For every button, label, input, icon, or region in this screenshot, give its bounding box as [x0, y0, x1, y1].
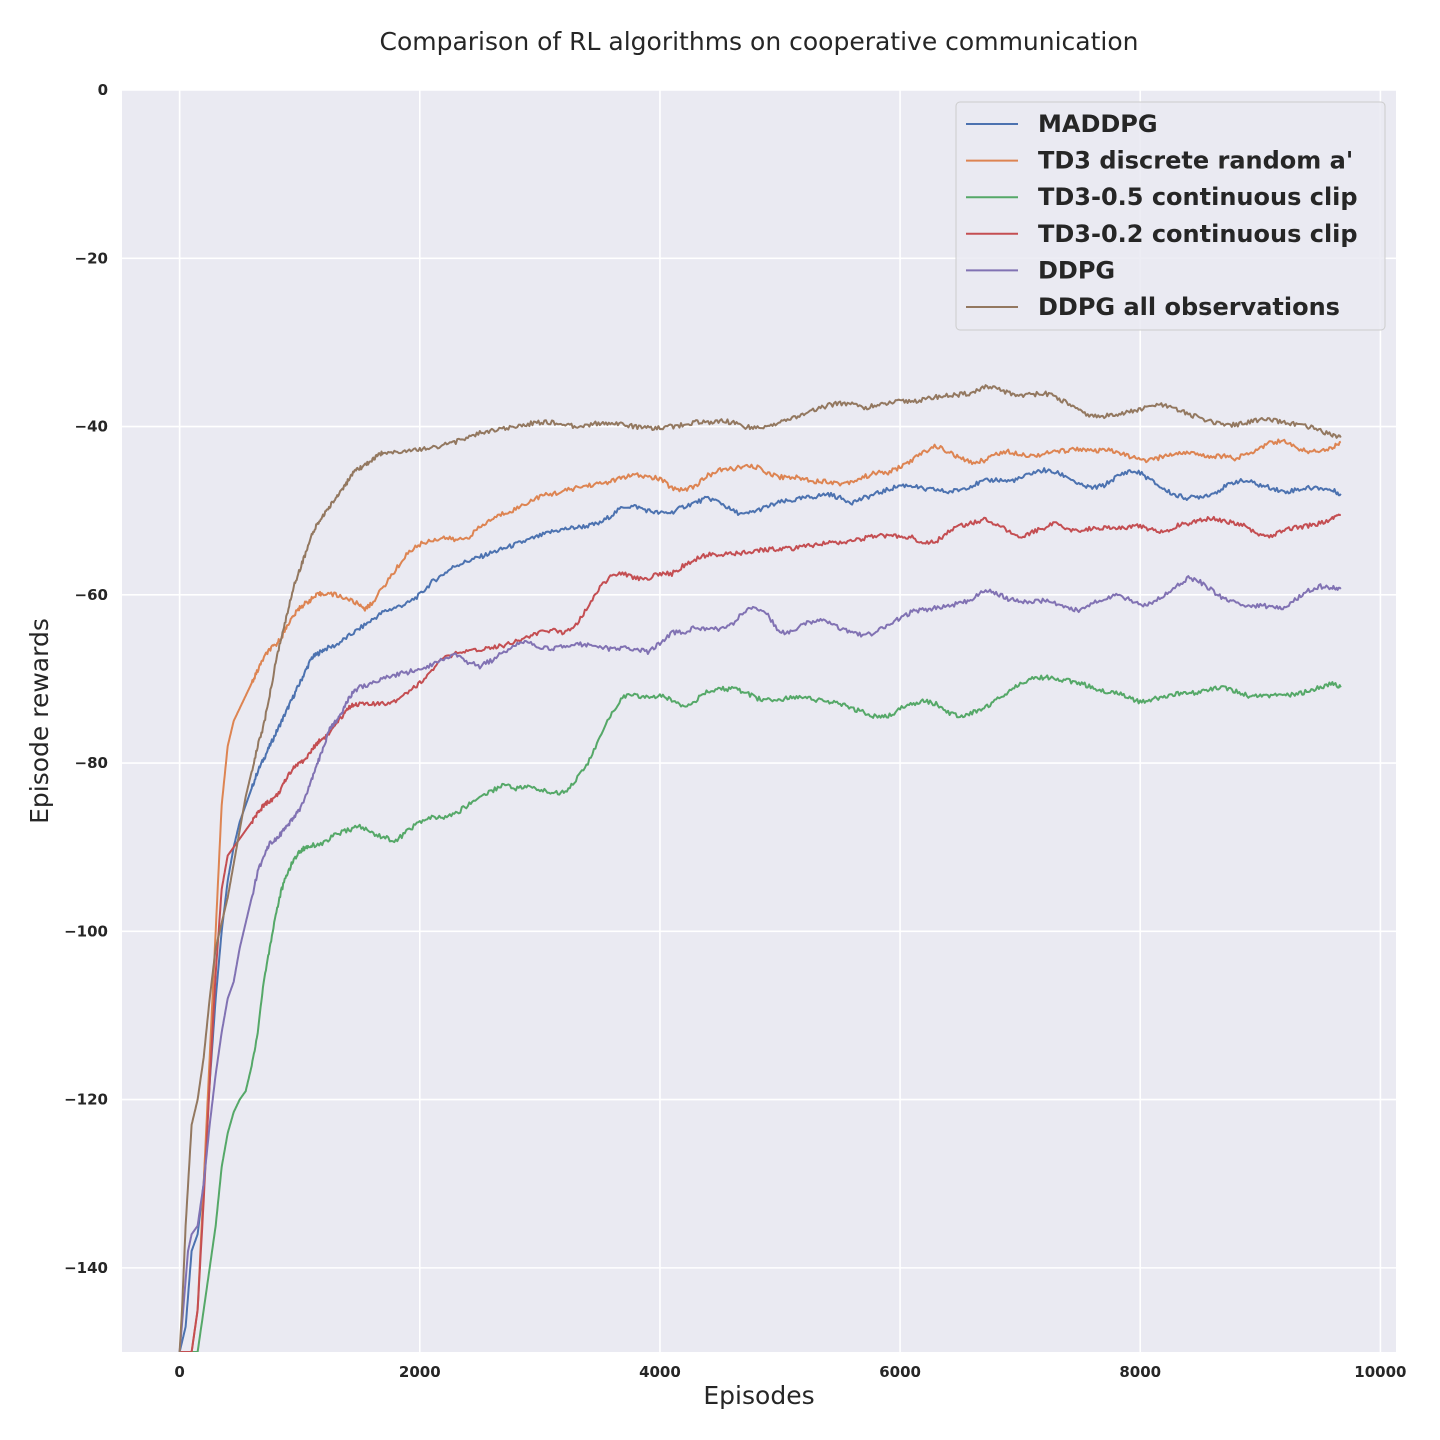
- y-tick-label: 0: [98, 81, 108, 99]
- series-layer: [178, 384, 1342, 1352]
- x-axis-label: Episodes: [703, 1381, 814, 1410]
- legend-label: DDPG: [1038, 256, 1115, 284]
- y-tick-label: −100: [64, 922, 108, 940]
- series-line-4: [178, 575, 1342, 1352]
- y-tick-label: −40: [75, 418, 108, 436]
- chart-title: Comparison of RL algorithms on cooperati…: [379, 27, 1138, 56]
- legend-label: TD3-0.5 continuous clip: [1038, 183, 1358, 211]
- legend-items: MADDPG TD3 discrete random a' TD3-0.5 cont…: [966, 110, 1358, 321]
- legend: MADDPG TD3 discrete random a' TD3-0.5 cont…: [955, 101, 1386, 331]
- legend-label: MADDPG: [1038, 110, 1158, 138]
- x-tick-label: 8000: [1119, 1363, 1161, 1381]
- y-axis-label: Episode rewards: [25, 618, 54, 824]
- series-line-3: [179, 513, 1341, 1352]
- series-line-0: [178, 467, 1342, 1352]
- y-tick-label: −20: [75, 249, 108, 267]
- series-line-5: [178, 384, 1342, 1352]
- legend-label: DDPG all observations: [1038, 293, 1340, 321]
- y-tick-label: −60: [75, 586, 108, 604]
- x-tick-label: 2000: [399, 1363, 441, 1381]
- y-tick-label: −120: [64, 1091, 108, 1109]
- legend-box: [955, 101, 1386, 331]
- x-tick-label: 4000: [639, 1363, 681, 1381]
- tick-labels: 0 2000 4000 6000 8000 10000 0 −20 −40 −60 −80 −100 −…: [64, 81, 1406, 1381]
- y-tick-label: −80: [75, 754, 108, 772]
- grid-lines: [122, 89, 1396, 1352]
- series-line-2: [179, 674, 1342, 1352]
- series-line-1: [179, 438, 1342, 1352]
- legend-label: TD3 discrete random a': [1038, 147, 1353, 175]
- x-tick-label: 0: [174, 1363, 184, 1381]
- x-tick-label: 10000: [1354, 1363, 1406, 1381]
- legend-label: TD3-0.2 continuous clip: [1038, 220, 1358, 248]
- y-tick-label: −140: [64, 1259, 108, 1277]
- x-tick-label: 6000: [879, 1363, 921, 1381]
